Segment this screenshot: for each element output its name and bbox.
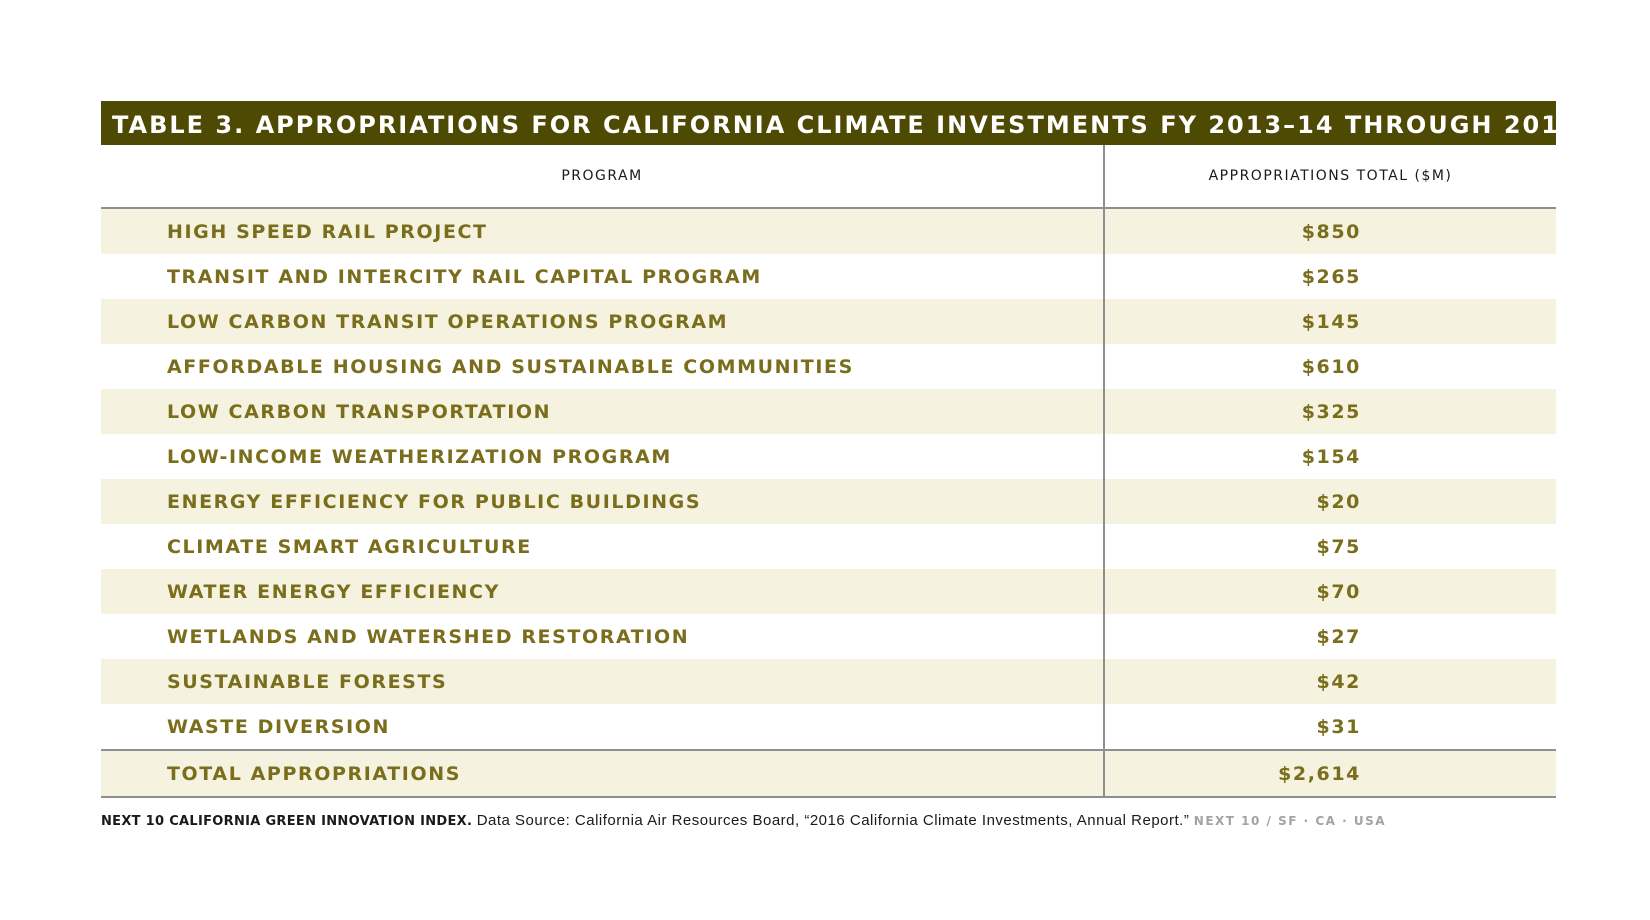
footer-caption: NEXT 10 CALIFORNIA GREEN INNOVATION INDE… — [101, 812, 1386, 829]
program-cell: CLIMATE SMART AGRICULTURE — [101, 524, 1105, 569]
program-cell: LOW CARBON TRANSIT OPERATIONS PROGRAM — [101, 299, 1105, 344]
value-cell: $610 — [1301, 355, 1361, 378]
table-row: WASTE DIVERSION $31 — [101, 704, 1556, 749]
value-cell: $27 — [1316, 625, 1361, 648]
program-cell: LOW-INCOME WEATHERIZATION PROGRAM — [101, 434, 1105, 479]
program-cell: HIGH SPEED RAIL PROJECT — [101, 209, 1105, 254]
value-cell: $31 — [1316, 715, 1361, 738]
table-row: ENERGY EFFICIENCY FOR PUBLIC BUILDINGS $… — [101, 479, 1556, 524]
program-cell: WASTE DIVERSION — [101, 704, 1105, 749]
value-cell: $154 — [1301, 445, 1361, 468]
table-row: WETLANDS AND WATERSHED RESTORATION $27 — [101, 614, 1556, 659]
header-program: PROGRAM — [101, 145, 1105, 207]
table-row: LOW CARBON TRANSPORTATION $325 — [101, 389, 1556, 434]
table-row: CLIMATE SMART AGRICULTURE $75 — [101, 524, 1556, 569]
program-cell: WETLANDS AND WATERSHED RESTORATION — [101, 614, 1105, 659]
table-row: WATER ENERGY EFFICIENCY $70 — [101, 569, 1556, 614]
total-label: TOTAL APPROPRIATIONS — [101, 751, 1105, 796]
table-row: TRANSIT AND INTERCITY RAIL CAPITAL PROGR… — [101, 254, 1556, 299]
footer-org: NEXT 10 / SF · CA · USA — [1193, 814, 1387, 828]
program-cell: TRANSIT AND INTERCITY RAIL CAPITAL PROGR… — [101, 254, 1105, 299]
table-row: LOW CARBON TRANSIT OPERATIONS PROGRAM $1… — [101, 299, 1556, 344]
program-cell: LOW CARBON TRANSPORTATION — [101, 389, 1105, 434]
table-row: HIGH SPEED RAIL PROJECT $850 — [101, 209, 1556, 254]
appropriations-table: TABLE 3. APPROPRIATIONS FOR CALIFORNIA C… — [101, 101, 1556, 798]
table-row: LOW-INCOME WEATHERIZATION PROGRAM $154 — [101, 434, 1556, 479]
header-appropriations-total: APPROPRIATIONS TOTAL ($M) — [1208, 168, 1453, 184]
table-title: TABLE 3. APPROPRIATIONS FOR CALIFORNIA C… — [101, 101, 1556, 145]
table-row: SUSTAINABLE FORESTS $42 — [101, 659, 1556, 704]
table-header-row: PROGRAM APPROPRIATIONS TOTAL ($M) — [101, 145, 1556, 209]
table-row: AFFORDABLE HOUSING AND SUSTAINABLE COMMU… — [101, 344, 1556, 389]
value-cell: $70 — [1316, 580, 1361, 603]
value-cell: $265 — [1301, 265, 1361, 288]
footer-source: Data Source: California Air Resources Bo… — [476, 812, 1190, 829]
value-cell: $145 — [1301, 310, 1361, 333]
program-cell: AFFORDABLE HOUSING AND SUSTAINABLE COMMU… — [101, 344, 1105, 389]
value-cell: $850 — [1301, 220, 1361, 243]
value-cell: $75 — [1316, 535, 1361, 558]
program-cell: WATER ENERGY EFFICIENCY — [101, 569, 1105, 614]
total-row: TOTAL APPROPRIATIONS $2,614 — [101, 749, 1556, 798]
program-cell: ENERGY EFFICIENCY FOR PUBLIC BUILDINGS — [101, 479, 1105, 524]
footer-brand: NEXT 10 CALIFORNIA GREEN INNOVATION INDE… — [101, 814, 473, 829]
value-cell: $20 — [1316, 490, 1361, 513]
program-cell: SUSTAINABLE FORESTS — [101, 659, 1105, 704]
value-cell: $42 — [1316, 670, 1361, 693]
total-value: $2,614 — [1278, 762, 1361, 785]
value-cell: $325 — [1301, 400, 1361, 423]
